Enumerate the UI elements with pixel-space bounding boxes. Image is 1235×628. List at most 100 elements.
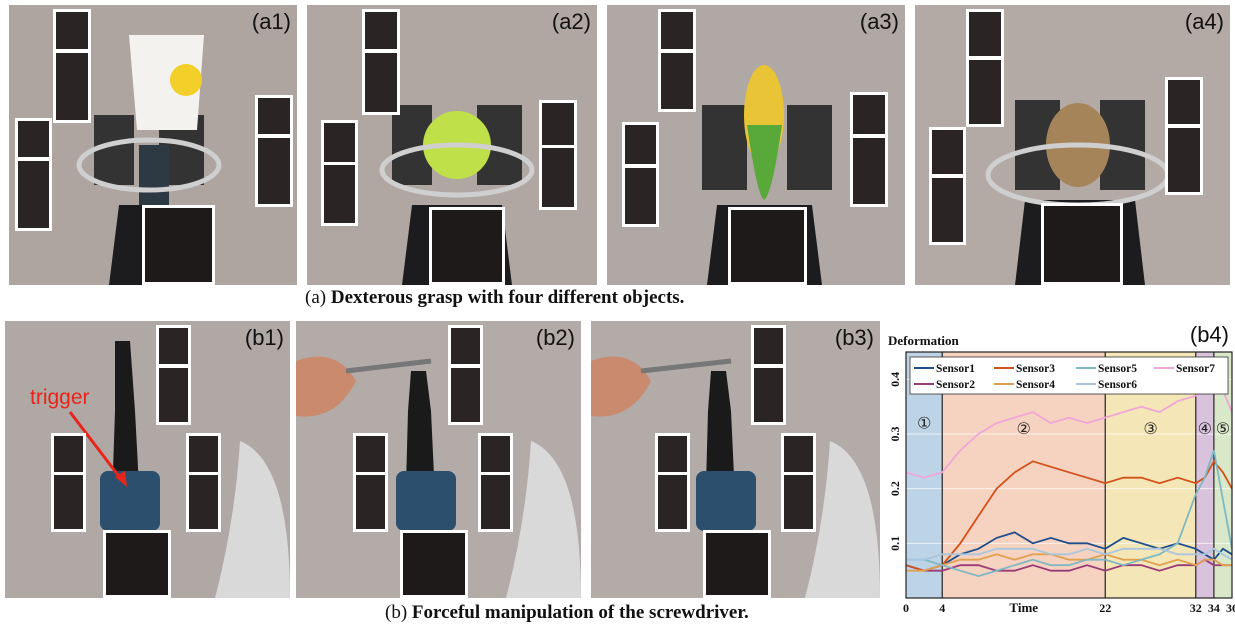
tactile-inset bbox=[655, 472, 690, 532]
tactile-inset bbox=[539, 145, 577, 210]
series-line-sensor3 bbox=[905, 459, 1233, 572]
x-axis-label: Time bbox=[1009, 600, 1038, 615]
legend-entry: Sensor5 bbox=[1098, 363, 1137, 375]
tactile-inset bbox=[1165, 77, 1203, 127]
series-line-sensor1 bbox=[905, 531, 1233, 572]
tactile-inset bbox=[255, 135, 293, 207]
caption-a-text: Dexterous grasp with four different obje… bbox=[330, 287, 685, 308]
tactile-inset bbox=[1165, 125, 1203, 195]
photo-a4: (a4) bbox=[915, 5, 1230, 285]
photo-a2: (a2) bbox=[307, 5, 597, 285]
tactile-inset bbox=[781, 472, 816, 532]
tactile-inset bbox=[53, 9, 91, 52]
trigger-arrow bbox=[68, 411, 127, 487]
caption-b: (b) Forceful manipulation of the screwdr… bbox=[385, 602, 749, 623]
x-tick-label: 34 bbox=[1208, 601, 1220, 615]
panel-label-b4: (b4) bbox=[1190, 322, 1229, 347]
legend-entry: Sensor1 bbox=[936, 363, 975, 375]
panel-label: (b2) bbox=[535, 325, 575, 350]
y-tick-label: 0.1 bbox=[888, 536, 902, 551]
tactile-inset bbox=[850, 92, 888, 137]
tactile-inset bbox=[353, 433, 388, 475]
tactile-inset bbox=[156, 365, 191, 425]
palm-tactile-inset bbox=[429, 207, 505, 285]
tactile-inset bbox=[15, 118, 52, 160]
tactile-inset bbox=[929, 175, 966, 245]
phase-label: ④ bbox=[1198, 419, 1212, 438]
caption-b-text: Forceful manipulation of the screwdriver… bbox=[411, 602, 749, 623]
x-tick-label: 36 bbox=[1226, 601, 1235, 615]
palm-tactile-inset bbox=[728, 207, 807, 285]
tactile-inset bbox=[966, 9, 1004, 59]
tactile-inset bbox=[622, 122, 659, 167]
legend-entry: Sensor3 bbox=[1016, 363, 1055, 375]
tactile-inset bbox=[362, 50, 400, 115]
panel-label: (a1) bbox=[251, 9, 291, 34]
phase-label: ⑤ bbox=[1216, 419, 1230, 438]
palm-tactile-inset bbox=[703, 530, 771, 598]
palm-tactile-inset bbox=[142, 205, 215, 285]
legend-entry: Sensor6 bbox=[1098, 379, 1137, 391]
panel-label: (a4) bbox=[1184, 9, 1224, 34]
panel-label: (a2) bbox=[551, 9, 591, 34]
tactile-inset bbox=[781, 433, 816, 475]
tactile-inset bbox=[751, 365, 786, 425]
y-tick-label: 0.2 bbox=[888, 481, 902, 496]
x-tick-label: 0 bbox=[903, 601, 909, 615]
legend-entry: Sensor2 bbox=[936, 379, 975, 391]
tactile-inset bbox=[751, 325, 786, 367]
photo-a1: (a1) bbox=[9, 5, 297, 285]
y-tick-label: 0.4 bbox=[888, 372, 902, 387]
photo-b1: (b1) trigger bbox=[5, 321, 290, 598]
panel-label: (b3) bbox=[834, 325, 874, 350]
tactile-inset bbox=[850, 135, 888, 207]
palm-tactile-inset bbox=[103, 530, 171, 598]
deformation-chart: ① ② ③ ④ ⑤ 0.1 0.2 0.3 0.4 0 4 22 32 34 36 Time Deformati… bbox=[888, 322, 1235, 615]
chart-title: Deformation bbox=[888, 333, 960, 348]
tactile-inset bbox=[186, 433, 221, 475]
palm-tactile-inset bbox=[1041, 203, 1123, 285]
x-tick-label: 22 bbox=[1099, 601, 1111, 615]
x-tick-label: 4 bbox=[939, 601, 945, 615]
tactile-inset bbox=[929, 127, 966, 177]
x-tick-label: 32 bbox=[1190, 601, 1202, 615]
series-line-sensor5 bbox=[906, 450, 1233, 578]
trigger-label: trigger bbox=[30, 386, 90, 409]
tactile-inset bbox=[321, 162, 358, 226]
tactile-inset bbox=[966, 57, 1004, 127]
screwdriver-photo bbox=[591, 321, 880, 598]
y-tick-label: 0.3 bbox=[888, 427, 902, 442]
tactile-inset bbox=[362, 9, 400, 52]
phase-label: ② bbox=[1017, 419, 1031, 438]
tactile-inset bbox=[51, 472, 86, 532]
tactile-inset bbox=[478, 472, 513, 532]
tactile-inset bbox=[658, 50, 696, 112]
photo-b3: (b3) bbox=[591, 321, 880, 598]
tactile-inset bbox=[655, 433, 690, 475]
series-line-sensor6 bbox=[906, 547, 1233, 561]
tactile-inset bbox=[156, 325, 191, 367]
legend-entry: Sensor7 bbox=[1176, 363, 1215, 375]
tactile-inset bbox=[186, 472, 221, 532]
panel-label: (a3) bbox=[859, 9, 899, 34]
photo-b2: (b2) bbox=[296, 321, 581, 598]
tactile-inset bbox=[448, 325, 483, 367]
plot-frame bbox=[905, 351, 1233, 599]
tactile-inset bbox=[255, 95, 293, 137]
tactile-inset bbox=[622, 165, 659, 227]
panel-label: (b1) bbox=[244, 325, 284, 350]
photo-a3: (a3) bbox=[607, 5, 905, 285]
tactile-inset bbox=[448, 365, 483, 425]
tactile-inset bbox=[478, 433, 513, 475]
phase-label: ③ bbox=[1143, 419, 1157, 438]
phase-label: ① bbox=[917, 414, 931, 433]
tactile-inset bbox=[353, 472, 388, 532]
tactile-inset bbox=[53, 50, 91, 123]
legend-entry: Sensor4 bbox=[1016, 379, 1055, 391]
tactile-inset bbox=[321, 120, 358, 165]
legend-box bbox=[909, 356, 1229, 395]
caption-a: (a) Dexterous grasp with four different … bbox=[305, 287, 685, 308]
palm-tactile-inset bbox=[400, 530, 468, 598]
tactile-inset bbox=[15, 158, 52, 231]
tactile-inset bbox=[51, 433, 86, 475]
